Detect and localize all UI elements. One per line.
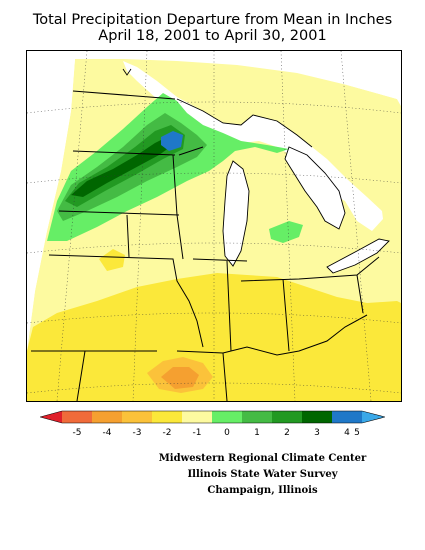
legend-label-2: 2 bbox=[284, 428, 290, 438]
legend-swatch-9 bbox=[302, 411, 332, 423]
legend-swatch-min-arrow bbox=[40, 411, 62, 423]
legend-label-neg3: -3 bbox=[132, 428, 142, 438]
region-dry2 bbox=[27, 273, 401, 401]
legend-label-3: 3 bbox=[314, 428, 320, 438]
legend-swatch-6 bbox=[212, 411, 242, 423]
legend-label-neg5: -5 bbox=[72, 428, 82, 438]
legend-swatch-10 bbox=[332, 411, 362, 423]
outside-projection-right bbox=[337, 51, 401, 106]
map-title-line1: Total Precipitation Departure from Mean … bbox=[32, 12, 393, 28]
legend-label-4: 4 bbox=[344, 428, 350, 438]
credit-survey: Illinois State Water Survey bbox=[187, 469, 338, 480]
legend-swatch-1 bbox=[62, 411, 92, 423]
lake-superior bbox=[123, 61, 383, 231]
region-wet4 bbox=[71, 137, 173, 197]
legend-label-neg2: -2 bbox=[162, 428, 172, 438]
legend-swatch-3 bbox=[122, 411, 152, 423]
lat-lon-grid bbox=[27, 51, 401, 401]
shorelines bbox=[122, 68, 390, 274]
legend-swatch-8 bbox=[272, 411, 302, 423]
legend-swatch-2 bbox=[92, 411, 122, 423]
legend-swatch-max-arrow bbox=[362, 411, 385, 423]
legend-label-neg1: -1 bbox=[192, 428, 202, 438]
precipitation-map bbox=[26, 50, 402, 402]
legend-swatch-5 bbox=[182, 411, 212, 423]
map-title-line2: April 18, 2001 to April 30, 2001 bbox=[98, 28, 327, 44]
legend-label-1: 1 bbox=[254, 428, 260, 438]
lake-erie bbox=[327, 239, 389, 273]
map-svg bbox=[27, 51, 401, 401]
region-wet-michigan bbox=[269, 221, 303, 243]
credit-location: Champaign, Illinois bbox=[207, 485, 318, 496]
legend-swatch-4 bbox=[152, 411, 182, 423]
legend: -5 -4 -3 -2 -1 0 1 2 3 4 5 bbox=[38, 408, 387, 444]
outside-projection-left bbox=[27, 51, 75, 351]
legend-label-5: 5 bbox=[354, 428, 360, 438]
legend-label-0: 0 bbox=[224, 428, 230, 438]
lake-huron bbox=[285, 147, 345, 229]
region-wet5 bbox=[161, 131, 183, 151]
credit-organization: Midwestern Regional Climate Center bbox=[158, 453, 367, 464]
legend-label-neg4: -4 bbox=[102, 428, 112, 438]
legend-colorbar bbox=[38, 410, 387, 424]
legend-swatch-7 bbox=[242, 411, 272, 423]
lake-michigan bbox=[223, 161, 249, 266]
state-boundaries bbox=[31, 90, 380, 401]
region-dry2-patch bbox=[99, 249, 125, 271]
